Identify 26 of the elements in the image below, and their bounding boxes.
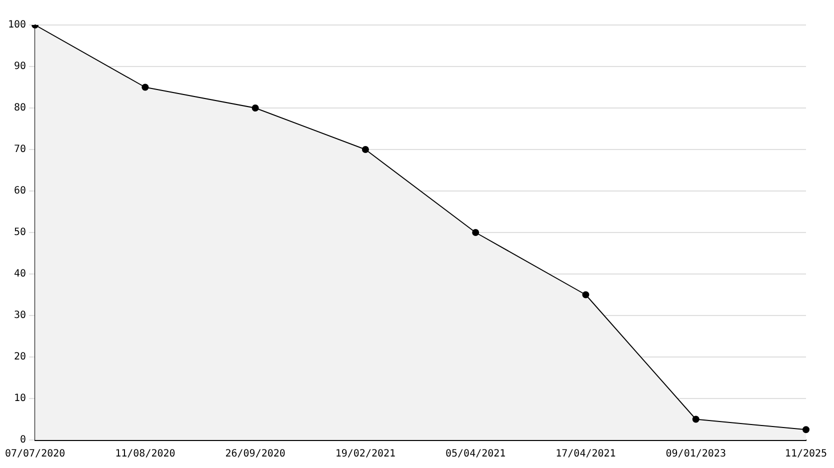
x-tick-label: 19/02/2021	[335, 448, 396, 460]
y-tick-label: 40	[14, 268, 26, 280]
y-tick-label: 100	[8, 20, 26, 31]
y-tick-label: 60	[14, 186, 26, 197]
point	[692, 416, 700, 423]
point	[142, 84, 149, 91]
x-tick-label: 11/08/2020	[115, 448, 176, 460]
point	[802, 426, 810, 434]
y-tick-label: 10	[14, 393, 26, 404]
y-tick-label: 20	[14, 352, 26, 363]
point	[362, 146, 369, 153]
x-tick-label: 09/01/2023	[666, 448, 726, 460]
x-tick-label: 07/07/2020	[4, 448, 66, 460]
x-tick-label: 26/09/2020	[225, 448, 286, 460]
y-tick-label: 90	[14, 61, 26, 72]
point	[472, 229, 480, 236]
y-tick-label: 80	[14, 102, 26, 114]
x-tick-label: 17/04/2021	[556, 448, 616, 460]
y-tick-label: 70	[14, 144, 26, 156]
x-tick-label: 11/2025	[784, 448, 828, 460]
point	[582, 291, 590, 298]
x-tick-label: 05/04/2021	[445, 448, 506, 460]
y-tick-label: 30	[14, 310, 26, 322]
y-tick-label: 0	[20, 434, 26, 446]
y-tick-label: 50	[14, 227, 26, 238]
point	[252, 104, 259, 112]
